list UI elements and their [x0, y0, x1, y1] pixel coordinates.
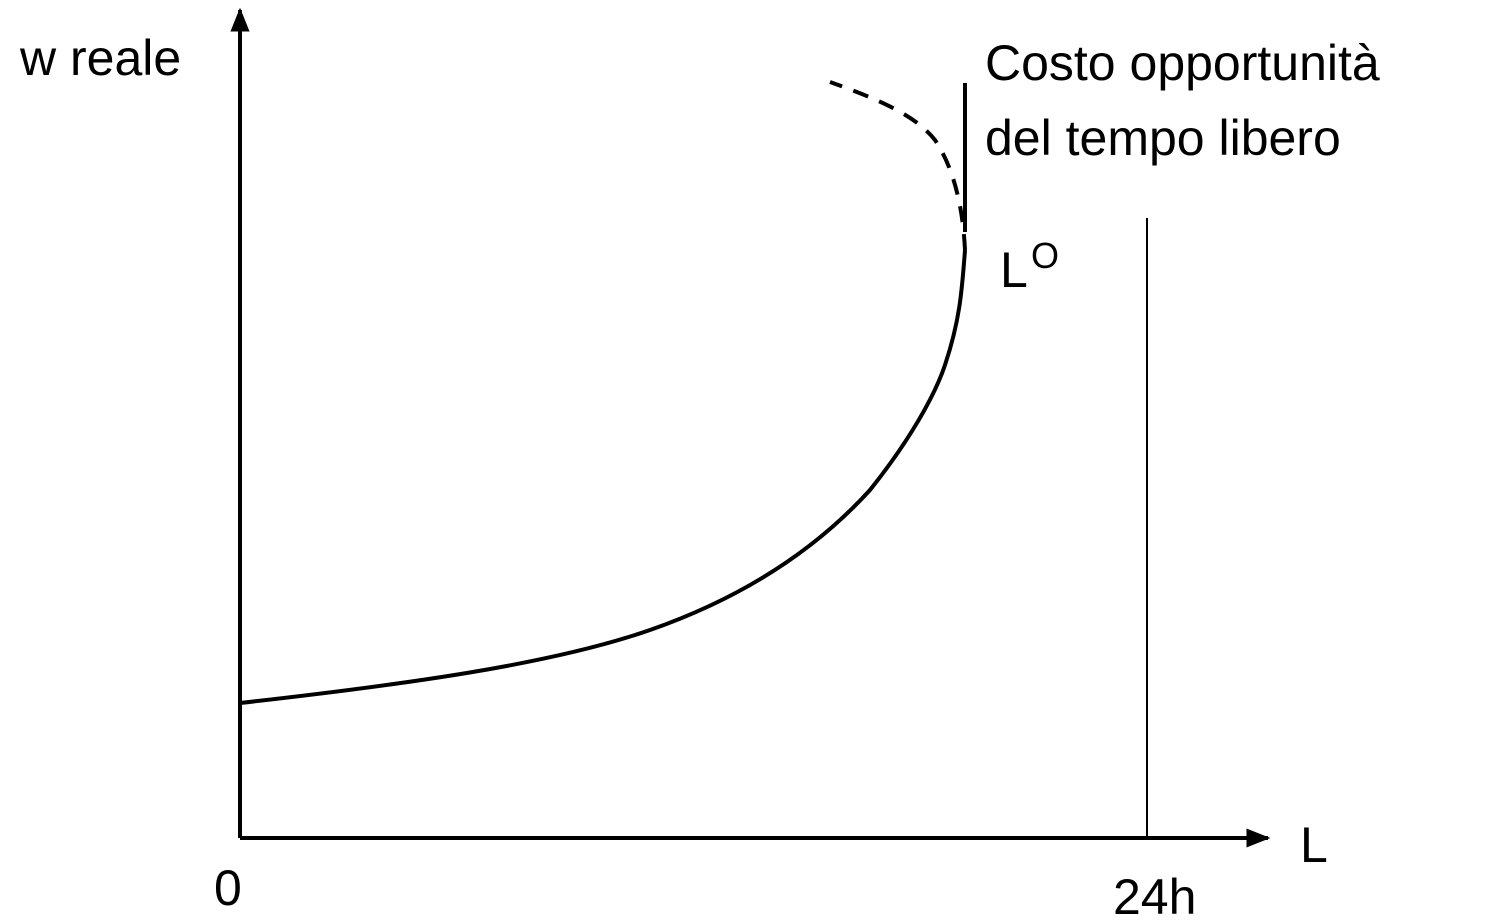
max-label: 24h	[1113, 869, 1196, 920]
annotation-line: Costo opportunità	[985, 35, 1380, 91]
curve-label-superscript: O	[1031, 235, 1059, 276]
annotation-line: del tempo libero	[985, 110, 1341, 166]
y-axis-label: w reale	[19, 30, 181, 86]
backward-bending-curve	[829, 80, 967, 251]
origin-label: 0	[214, 860, 242, 916]
curve-label: L	[1000, 242, 1028, 298]
labor-supply-curve	[239, 249, 967, 705]
x-axis-label: L	[1300, 817, 1328, 873]
